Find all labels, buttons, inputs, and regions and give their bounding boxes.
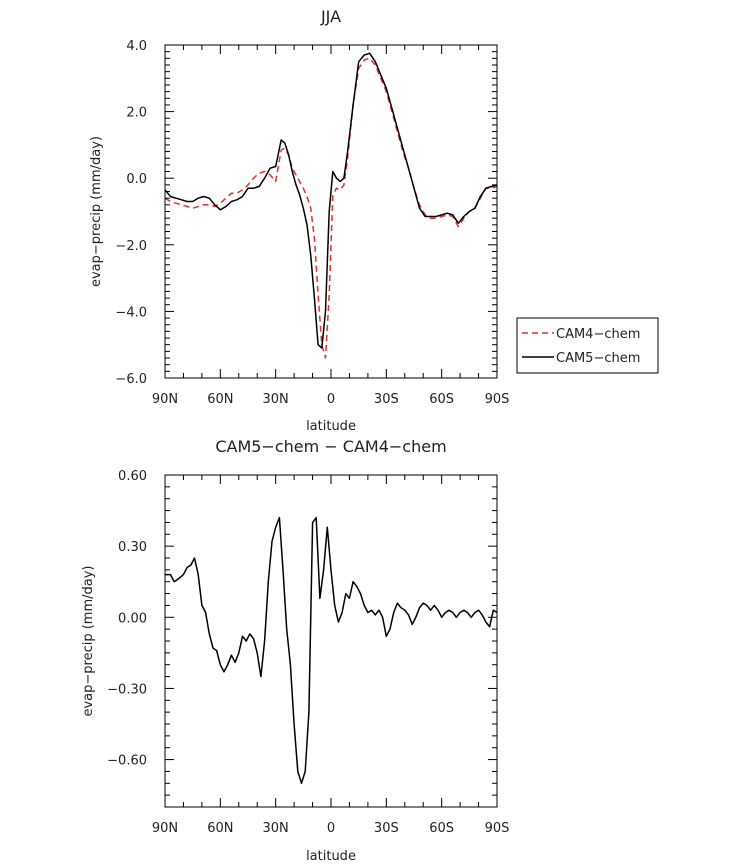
- top-panel: JJA 90N 60N 30N 0 30S 60S 90S 4.0 2.0 0.0 −2.0 −4.0…: [89, 7, 509, 434]
- top-axis-ticks: 90N 60N 30N 0 30S 60S 90S 4.0 2.0 0.0 −2.0 −4.0 −6.0: [115, 39, 509, 407]
- bottom-panel: CAM5−chem − CAM4−chem 90N 60N 30N 0 30S 60S 90…: [81, 437, 509, 864]
- legend-label-cam4: CAM4−chem: [556, 327, 640, 342]
- legend: CAM4−chem CAM5−chem: [516, 317, 659, 374]
- y-tick-label: 0.60: [118, 469, 147, 484]
- y-tick-label: −6.0: [115, 372, 147, 387]
- x-tick-label: 0: [327, 392, 335, 407]
- x-tick-label: 90N: [152, 392, 178, 407]
- bottom-axis-ticks: 90N 60N 30N 0 30S 60S 90S 0.60 0.30 0.00 −0.30 −0.6…: [107, 469, 509, 836]
- top-plot-frame: [164, 44, 498, 379]
- x-tick-label: 90S: [485, 821, 510, 836]
- y-tick-label: 4.0: [126, 39, 147, 54]
- bottom-plot-frame: [164, 474, 498, 808]
- top-chart-title: JJA: [320, 7, 341, 26]
- bottom-x-axis-label: latitude: [306, 849, 356, 864]
- y-tick-label: −4.0: [115, 305, 147, 320]
- bottom-plot-area: [165, 516, 498, 785]
- bottom-y-axis-label: evap−precip (mm/day): [81, 565, 96, 716]
- y-tick-label: 0.00: [118, 611, 147, 626]
- x-tick-label: 60N: [207, 392, 233, 407]
- x-tick-label: 30S: [374, 392, 399, 407]
- y-tick-label: −2.0: [115, 239, 147, 254]
- y-tick-label: 0.30: [118, 540, 147, 555]
- x-tick-label: 90S: [485, 392, 510, 407]
- bottom-chart-title: CAM5−chem − CAM4−chem: [215, 437, 446, 456]
- y-tick-label: −0.30: [107, 682, 147, 697]
- series-line-cam5-chem: [164, 52, 498, 349]
- x-tick-label: 30N: [263, 821, 289, 836]
- top-x-axis-label: latitude: [306, 419, 356, 434]
- series-line-difference: [165, 516, 498, 785]
- series-line-cam4-chem: [164, 57, 498, 359]
- x-tick-label: 30S: [374, 821, 399, 836]
- x-tick-label: 90N: [152, 821, 178, 836]
- x-tick-label: 60S: [429, 821, 454, 836]
- y-tick-label: 0.0: [126, 172, 147, 187]
- legend-box: [516, 317, 659, 374]
- y-tick-label: 2.0: [126, 106, 147, 121]
- legend-label-cam5: CAM5−chem: [556, 351, 640, 366]
- x-tick-label: 30N: [263, 392, 289, 407]
- top-plot-area: [164, 52, 498, 359]
- x-tick-label: 0: [327, 821, 335, 836]
- x-tick-label: 60N: [207, 821, 233, 836]
- y-tick-label: −0.60: [107, 754, 147, 769]
- top-y-axis-label: evap−precip (mm/day): [89, 136, 104, 287]
- x-tick-label: 60S: [429, 392, 454, 407]
